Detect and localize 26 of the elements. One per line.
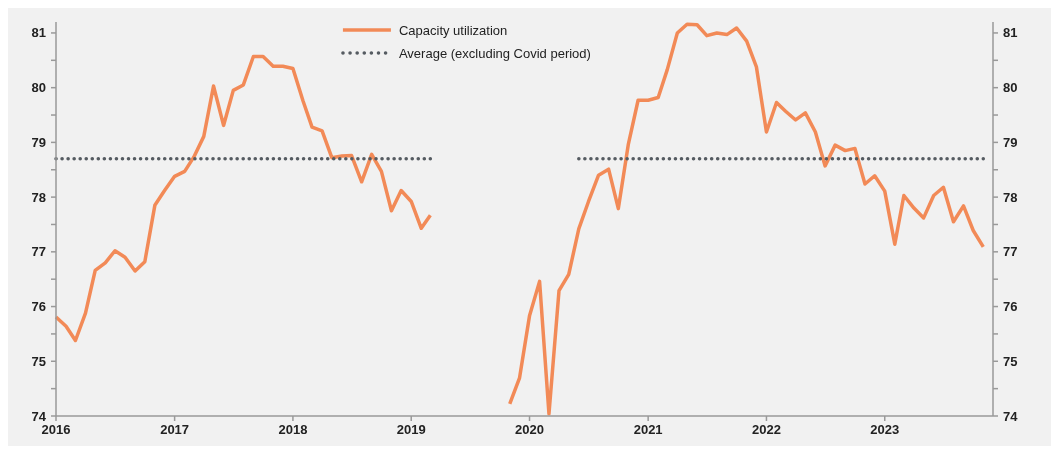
y2-tick-label: 79 (1003, 134, 1018, 150)
y2-tick-label: 75 (1003, 353, 1018, 369)
x-tick-label: 2019 (396, 422, 426, 437)
y2-tick-label: 74 (1003, 408, 1019, 424)
y2-tick-label: 78 (1003, 189, 1018, 205)
y-tick-label: 77 (31, 244, 46, 260)
y-tick-label: 74 (31, 408, 47, 424)
y2-tick-label: 76 (1003, 299, 1018, 315)
y-tick-label: 76 (31, 299, 46, 315)
legend-label: Capacity utilization (398, 22, 508, 38)
x-tick-label: 2021 (633, 422, 663, 437)
y-tick-label: 75 (31, 353, 46, 369)
y-tick-label: 81 (31, 25, 46, 41)
y-tick-label: 80 (31, 80, 46, 96)
y-tick-label: 79 (31, 134, 46, 150)
legend-label: Average (excluding Covid period) (398, 45, 591, 61)
y2-tick-label: 80 (1003, 80, 1018, 96)
y2-tick-label: 81 (1003, 25, 1018, 41)
x-tick-label: 2018 (278, 422, 308, 437)
x-tick-label: 2016 (41, 422, 71, 437)
x-tick-label: 2020 (515, 422, 544, 437)
y2-tick-label: 77 (1003, 244, 1018, 260)
x-tick-label: 2022 (751, 422, 781, 437)
x-tick-label: 2017 (160, 422, 190, 437)
x-tick-label: 2023 (870, 422, 900, 437)
y-tick-label: 78 (31, 189, 46, 205)
